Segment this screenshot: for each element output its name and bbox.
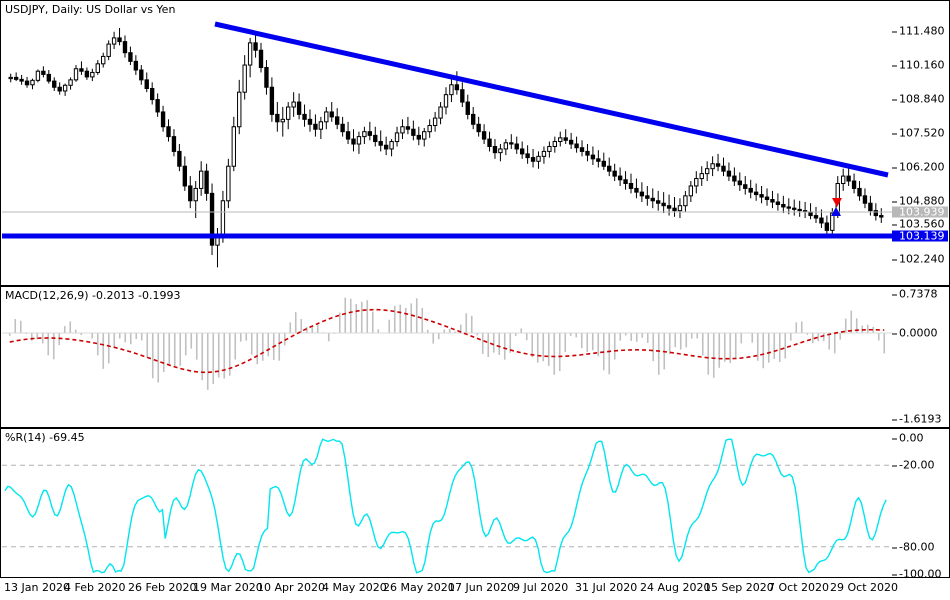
macd-y-axis[interactable]: 0.7378 0.0000 -1.6193 [892, 288, 950, 428]
date-tick: 17 Jun 2020 [448, 581, 515, 594]
y-axis-tick: 103.139 [892, 230, 948, 242]
date-tick: 4 Feb 2020 [64, 581, 126, 594]
macd-panel[interactable]: MACD(12,26,9) -0.2013 -0.1993 0.7378 0.00… [0, 286, 950, 428]
y-axis-tick: 110.160 [892, 60, 945, 71]
y-axis-tick: -80.00 [892, 542, 934, 553]
williams-r-y-axis[interactable]: 0.00 -20.00 -80.00 -100.00 [892, 430, 950, 580]
y-axis-tick: 103.939 [892, 206, 948, 218]
macd-plot-area[interactable] [2, 288, 892, 428]
y-axis-tick: 108.840 [892, 94, 945, 105]
price-panel[interactable]: USDJPY, Daily: US Dollar vs Yen 111.480 1… [0, 0, 950, 286]
williams-r-series [2, 438, 892, 574]
y-axis-tick: 107.520 [892, 128, 945, 139]
y-axis-tick: 0.0000 [892, 328, 938, 339]
date-tick: 4 May 2020 [322, 581, 387, 594]
y-axis-tick: 0.00 [892, 433, 924, 444]
date-tick: 26 May 2020 [383, 581, 455, 594]
buy-arrow-icon [831, 207, 841, 216]
y-axis-tick: 104.880 [892, 196, 945, 207]
date-tick: 19 Mar 2020 [193, 581, 263, 594]
macd-series [2, 297, 892, 390]
time-axis[interactable]: 13 Jan 2020 4 Feb 2020 26 Feb 2020 19 Mar 2… [0, 578, 950, 600]
price-y-axis[interactable]: 111.480 110.160 108.840 107.520 106.200 104.8… [892, 2, 950, 286]
y-axis-tick: 111.480 [892, 26, 945, 37]
date-tick: 26 Feb 2020 [128, 581, 197, 594]
y-axis-tick: -20.00 [892, 460, 934, 471]
date-tick: 31 Jul 2020 [575, 581, 638, 594]
williams-r-plot-area[interactable] [2, 430, 892, 578]
y-axis-tick: 106.200 [892, 162, 945, 173]
y-axis-tick: 102.240 [892, 254, 945, 265]
y-axis-tick: 0.7378 [892, 289, 938, 300]
price-panel-title: USDJPY, Daily: US Dollar vs Yen [5, 3, 176, 16]
price-plot-area[interactable] [2, 2, 892, 286]
y-axis-tick: -100.00 [892, 569, 941, 580]
date-tick: 13 Jan 2020 [4, 581, 70, 594]
williams-r-panel[interactable]: %R(14) -69.45 0.00 -20.00 -80.00 -100.00 [0, 428, 950, 580]
macd-panel-title: MACD(12,26,9) -0.2013 -0.1993 [5, 289, 181, 302]
williams-r-panel-title: %R(14) -69.45 [5, 431, 85, 444]
date-tick: 7 Oct 2020 [768, 581, 830, 594]
date-tick: 24 Aug 2020 [640, 581, 711, 594]
date-tick: 15 Sep 2020 [704, 581, 774, 594]
sell-arrow-icon [832, 198, 842, 207]
date-tick: 10 Apr 2020 [257, 581, 326, 594]
candlestick-series [2, 21, 892, 268]
date-tick: 9 Jul 2020 [513, 581, 569, 594]
date-tick: 29 Oct 2020 [830, 581, 899, 594]
y-axis-tick: 103.560 [892, 219, 945, 230]
y-axis-tick: -1.6193 [892, 414, 941, 425]
